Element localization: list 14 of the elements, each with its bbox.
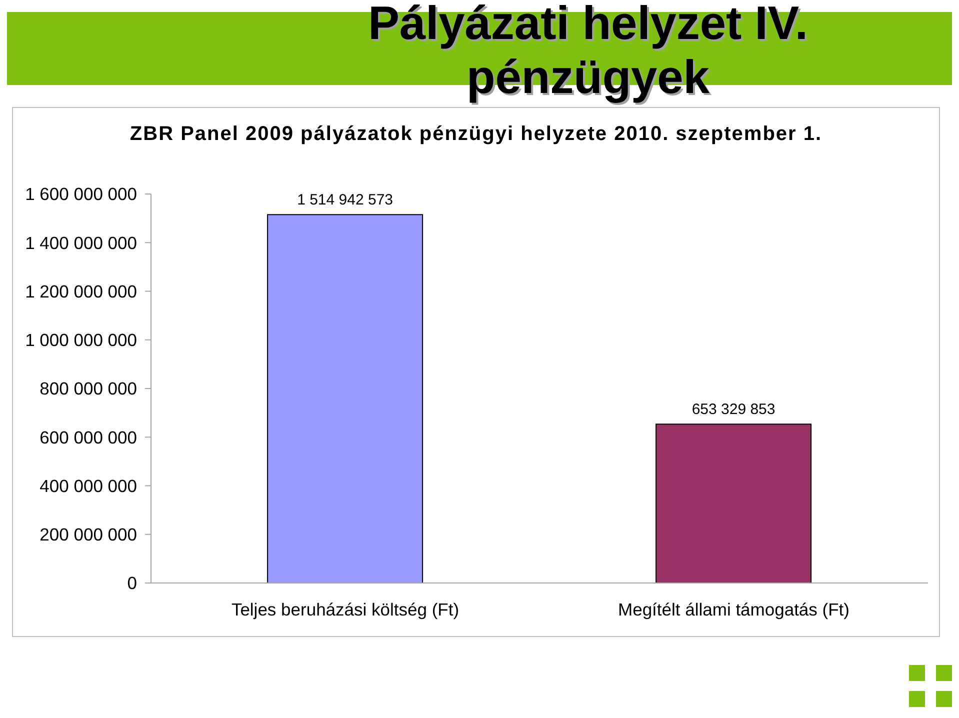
y-tick-label: 800 000 000	[40, 378, 138, 399]
y-tick-label: 600 000 000	[40, 427, 138, 448]
y-tick-label: 200 000 000	[40, 524, 138, 545]
y-tick-label: 1 000 000 000	[25, 330, 138, 350]
data-label: 1 514 942 573	[297, 192, 394, 209]
y-tick-label: 0	[127, 573, 138, 594]
data-label: 653 329 853	[692, 401, 776, 418]
y-tick-label: 400 000 000	[40, 476, 138, 496]
y-tick-label: 1 200 000 000	[25, 281, 138, 302]
y-tick-label: 1 400 000 000	[25, 232, 138, 253]
chart-subtitle: ZBR Panel 2009 pályázatok pénzügyi helyzete 2010. szeptember 1.	[128, 123, 824, 146]
x-tick-label: Teljes beruházási költség (Ft)	[231, 599, 460, 620]
x-tick-label: Megítélt állami támogatás (Ft)	[618, 599, 850, 620]
y-tick-label: 1 600 000 000	[25, 184, 138, 204]
